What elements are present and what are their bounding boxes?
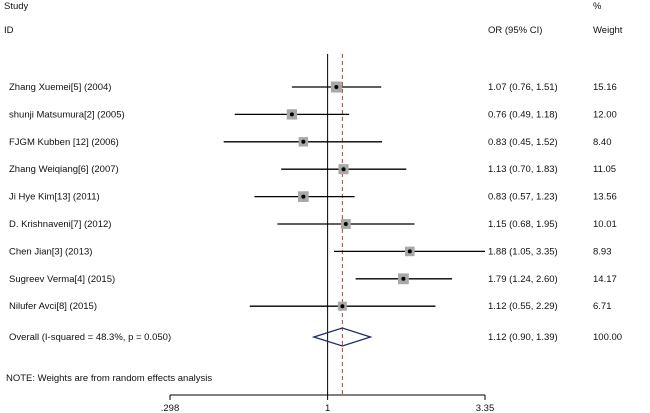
point-estimate xyxy=(341,167,346,172)
study-label: Zhang Weiqiang[6] (2007) xyxy=(9,164,119,175)
study-ci-text: 0.83 (0.57, 1.23) xyxy=(488,192,558,203)
overall-weight: 100.00 xyxy=(593,332,622,343)
study-weight: 8.40 xyxy=(593,137,612,148)
study-label: shunji Matsumura[2] (2005) xyxy=(9,109,125,120)
study-ci-text: 0.83 (0.45, 1.52) xyxy=(488,137,558,148)
header-weight: Weight xyxy=(593,25,623,36)
x-tick-label: 1 xyxy=(325,403,330,413)
point-estimate xyxy=(340,304,345,309)
study-ci-text: 1.79 (1.24, 2.60) xyxy=(488,274,558,285)
x-tick-label: 3.35 xyxy=(476,403,495,413)
study-weight: 10.01 xyxy=(593,219,617,230)
study-weight: 8.93 xyxy=(593,246,612,257)
study-ci-text: 1.15 (0.68, 1.95) xyxy=(488,219,558,230)
study-label: Sugreev Verma[4] (2015) xyxy=(9,274,115,285)
header-weight-top: % xyxy=(593,1,602,12)
point-estimate xyxy=(289,112,294,117)
study-label: Zhang Xuemei[5] (2004) xyxy=(9,82,111,93)
study-weight: 13.56 xyxy=(593,192,617,203)
overall-diamond xyxy=(311,327,373,347)
study-ci-text: 1.88 (1.05, 3.35) xyxy=(488,246,558,257)
point-estimate xyxy=(334,85,339,89)
study-label: D. Krishnaveni[7] (2012) xyxy=(9,219,111,230)
study-label: FJGM Kubben [12] (2006) xyxy=(9,137,119,148)
point-estimate xyxy=(301,139,306,144)
study-ci-text: 1.07 (0.76, 1.51) xyxy=(488,82,558,93)
point-estimate xyxy=(401,276,406,281)
overall-ci-text: 1.12 (0.90, 1.39) xyxy=(488,332,558,343)
study-label: Chen Jian[3] (2013) xyxy=(9,246,92,257)
header-effect: OR (95% CI) xyxy=(488,25,542,36)
point-estimate xyxy=(301,194,306,199)
study-label: Nilufer Avci[8] (2015) xyxy=(9,301,97,312)
study-ci-text: 1.13 (0.70, 1.83) xyxy=(488,164,558,175)
study-weight: 14.17 xyxy=(593,274,617,285)
overall-label: Overall (I-squared = 48.3%, p = 0.050) xyxy=(9,332,171,343)
note-text: NOTE: Weights are from random effects an… xyxy=(6,373,212,384)
study-weight: 12.00 xyxy=(593,109,617,120)
study-weight: 15.16 xyxy=(593,82,617,93)
header-study-id: ID xyxy=(4,25,14,36)
study-label: Ji Hye Kim[13] (2011) xyxy=(9,192,100,203)
point-estimate xyxy=(407,249,412,254)
point-estimate xyxy=(343,222,348,226)
header-study-top: Study xyxy=(4,1,29,12)
study-weight: 11.05 xyxy=(593,164,616,175)
study-weight: 6.71 xyxy=(593,301,612,312)
study-ci-text: 0.76 (0.49, 1.18) xyxy=(488,109,558,120)
x-tick-label: .298 xyxy=(161,403,180,413)
study-ci-text: 1.12 (0.55, 2.29) xyxy=(488,301,558,312)
